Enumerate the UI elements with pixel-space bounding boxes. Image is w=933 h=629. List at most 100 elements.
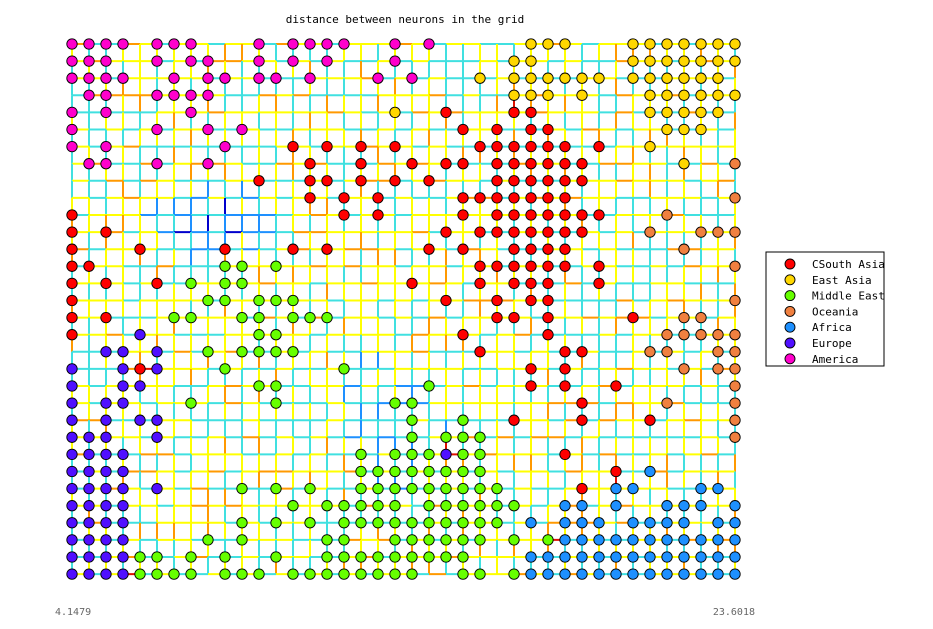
- neuron-csouth-asia: [66, 243, 78, 255]
- neuron-middle-east: [406, 551, 418, 563]
- neuron-middle-east: [440, 465, 452, 478]
- neuron-csouth-asia: [508, 106, 520, 119]
- neuron-africa: [661, 534, 673, 546]
- neuron-east-asia: [712, 72, 724, 84]
- legend-marker: [784, 321, 796, 333]
- neuron-csouth-asia: [66, 329, 78, 341]
- neuron-middle-east: [406, 414, 418, 426]
- neuron-csouth-asia: [134, 363, 146, 375]
- neuron-middle-east: [474, 448, 486, 461]
- neuron-east-asia: [559, 38, 571, 50]
- neuron-america: [66, 140, 78, 153]
- neuron-east-asia: [661, 106, 673, 119]
- neuron-america: [372, 72, 384, 84]
- neuron-europe: [100, 500, 112, 512]
- neuron-america: [100, 106, 112, 119]
- neuron-csouth-asia: [491, 123, 503, 136]
- neuron-east-asia: [695, 89, 707, 101]
- neuron-africa: [542, 568, 554, 580]
- neuron-csouth-asia: [559, 158, 571, 170]
- neuron-middle-east: [287, 500, 299, 512]
- neuron-europe: [100, 551, 112, 563]
- neuron-europe: [117, 465, 129, 478]
- neuron-africa: [678, 534, 690, 546]
- legend-marker: [784, 274, 796, 286]
- neuron-middle-east: [355, 500, 367, 512]
- neuron-africa: [695, 482, 707, 495]
- neuron-middle-east: [253, 380, 265, 392]
- neuron-csouth-asia: [389, 175, 401, 187]
- neuron-csouth-asia: [542, 260, 554, 272]
- neuron-middle-east: [372, 551, 384, 563]
- neuron-middle-east: [355, 517, 367, 529]
- neuron-africa: [559, 568, 571, 580]
- neuron-middle-east: [287, 294, 299, 307]
- neuron-csouth-asia: [508, 158, 520, 170]
- neuron-csouth-asia: [83, 260, 95, 272]
- neuron-africa: [678, 500, 690, 512]
- neuron-middle-east: [406, 568, 418, 580]
- neuron-europe: [117, 346, 129, 358]
- neuron-america: [66, 55, 78, 67]
- neuron-east-asia: [644, 140, 656, 153]
- neuron-oceania: [712, 226, 724, 238]
- neuron-middle-east: [236, 517, 248, 529]
- neuron-middle-east: [440, 482, 452, 495]
- neuron-america: [270, 72, 282, 84]
- neuron-america: [66, 72, 78, 84]
- neuron-csouth-asia: [576, 482, 588, 495]
- neuron-america: [117, 38, 129, 50]
- neuron-middle-east: [185, 277, 197, 290]
- neuron-csouth-asia: [491, 158, 503, 170]
- neuron-africa: [712, 568, 724, 580]
- neuron-middle-east: [270, 482, 282, 495]
- neuron-csouth-asia: [355, 175, 367, 187]
- neuron-europe: [66, 363, 78, 375]
- neuron-middle-east: [457, 534, 469, 546]
- legend-marker: [784, 353, 796, 365]
- neuron-africa: [661, 551, 673, 563]
- neuron-middle-east: [219, 568, 231, 580]
- neuron-csouth-asia: [406, 158, 418, 170]
- neuron-oceania: [729, 260, 741, 272]
- neuron-middle-east: [338, 551, 350, 563]
- neuron-america: [151, 38, 163, 50]
- neuron-csouth-asia: [542, 329, 554, 341]
- neuron-east-asia: [712, 106, 724, 119]
- neuron-africa: [610, 534, 622, 546]
- neuron-middle-east: [185, 551, 197, 563]
- neuron-europe: [66, 448, 78, 461]
- neuron-oceania: [678, 243, 690, 255]
- neuron-america: [100, 38, 112, 50]
- neuron-america: [66, 106, 78, 119]
- neuron-csouth-asia: [304, 158, 316, 170]
- neuron-middle-east: [406, 431, 418, 443]
- neuron-europe: [66, 431, 78, 443]
- neuron-csouth-asia: [559, 209, 571, 221]
- neuron-csouth-asia: [508, 175, 520, 187]
- neuron-america: [253, 72, 265, 84]
- neuron-africa: [627, 482, 639, 495]
- neuron-east-asia: [678, 38, 690, 50]
- legend-label: Oceania: [812, 305, 858, 318]
- neuron-middle-east: [321, 500, 333, 512]
- neuron-africa: [644, 568, 656, 580]
- neuron-east-asia: [508, 89, 520, 101]
- neuron-east-asia: [627, 38, 639, 50]
- neuron-csouth-asia: [457, 158, 469, 170]
- neuron-middle-east: [389, 482, 401, 495]
- neuron-europe: [100, 568, 112, 580]
- neuron-africa: [729, 551, 741, 563]
- neuron-middle-east: [423, 482, 435, 495]
- neuron-csouth-asia: [508, 140, 520, 153]
- neuron-africa: [695, 568, 707, 580]
- neuron-america: [100, 72, 112, 84]
- neuron-csouth-asia: [525, 175, 537, 187]
- neuron-csouth-asia: [338, 192, 350, 204]
- neuron-oceania: [661, 346, 673, 358]
- neuron-oceania: [678, 329, 690, 341]
- neuron-africa: [559, 500, 571, 512]
- neuron-csouth-asia: [287, 140, 299, 153]
- neuron-europe: [66, 380, 78, 392]
- neuron-africa: [661, 500, 673, 512]
